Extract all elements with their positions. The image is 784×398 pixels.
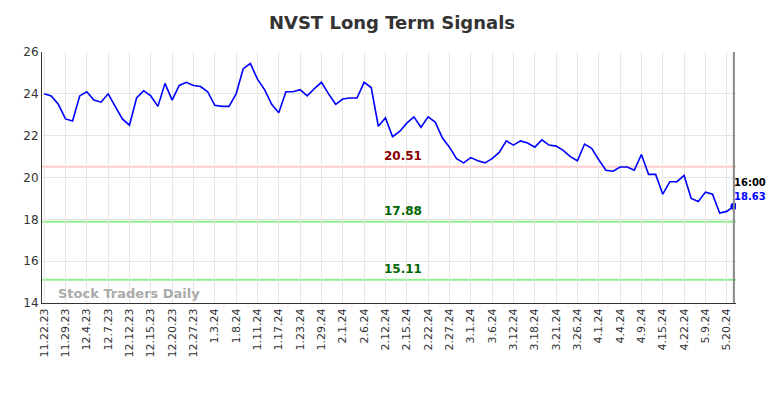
svg-text:2.15.24: 2.15.24 [400,308,413,350]
svg-text:3.26.24: 3.26.24 [571,308,584,350]
svg-text:5.20.24: 5.20.24 [720,308,733,350]
svg-text:2.27.24: 2.27.24 [443,308,456,350]
svg-text:3.6.24: 3.6.24 [486,308,499,343]
svg-text:20.51: 20.51 [384,149,422,163]
svg-text:3.1.24: 3.1.24 [464,308,477,343]
svg-text:4.9.24: 4.9.24 [635,308,648,343]
svg-text:4.1.24: 4.1.24 [592,308,605,343]
svg-text:3.21.24: 3.21.24 [550,308,563,350]
svg-text:1.11.24: 1.11.24 [251,308,264,350]
svg-text:11.29.23: 11.29.23 [59,308,72,357]
svg-text:12.27.23: 12.27.23 [187,308,200,357]
svg-text:2.1.24: 2.1.24 [336,308,349,343]
svg-text:1.8.24: 1.8.24 [230,308,243,343]
svg-text:16: 16 [23,254,38,268]
svg-text:NVST Long Term Signals: NVST Long Term Signals [269,12,515,33]
svg-text:22: 22 [23,129,38,143]
svg-text:4.15.24: 4.15.24 [656,308,669,350]
svg-text:1.29.24: 1.29.24 [315,308,328,350]
svg-text:11.22.23: 11.22.23 [38,308,51,357]
svg-text:3.12.24: 3.12.24 [507,308,520,350]
svg-text:1.3.24: 1.3.24 [208,308,221,343]
svg-text:4.4.24: 4.4.24 [614,308,627,343]
svg-text:1.23.24: 1.23.24 [294,308,307,350]
svg-text:3.18.24: 3.18.24 [528,308,541,350]
svg-text:2.12.24: 2.12.24 [379,308,392,350]
svg-text:18: 18 [23,213,38,227]
svg-text:Stock Traders Daily: Stock Traders Daily [58,286,200,301]
svg-text:12.12.23: 12.12.23 [123,308,136,357]
svg-text:18.63: 18.63 [734,191,766,202]
svg-text:16:00: 16:00 [734,177,766,188]
svg-text:12.15.23: 12.15.23 [144,308,157,357]
svg-text:1.17.24: 1.17.24 [272,308,285,350]
svg-text:2.22.24: 2.22.24 [422,308,435,350]
svg-text:17.88: 17.88 [384,204,422,218]
svg-text:5.9.24: 5.9.24 [699,308,712,343]
svg-text:12.4.23: 12.4.23 [80,308,93,350]
svg-text:2.6.24: 2.6.24 [358,308,371,343]
svg-text:12.20.23: 12.20.23 [166,308,179,357]
svg-text:12.7.23: 12.7.23 [102,308,115,350]
svg-text:20: 20 [23,171,38,185]
svg-text:14: 14 [23,296,38,310]
svg-text:15.11: 15.11 [384,262,422,276]
svg-text:4.22.24: 4.22.24 [678,308,691,350]
svg-text:24: 24 [23,87,38,101]
svg-text:26: 26 [23,45,38,59]
